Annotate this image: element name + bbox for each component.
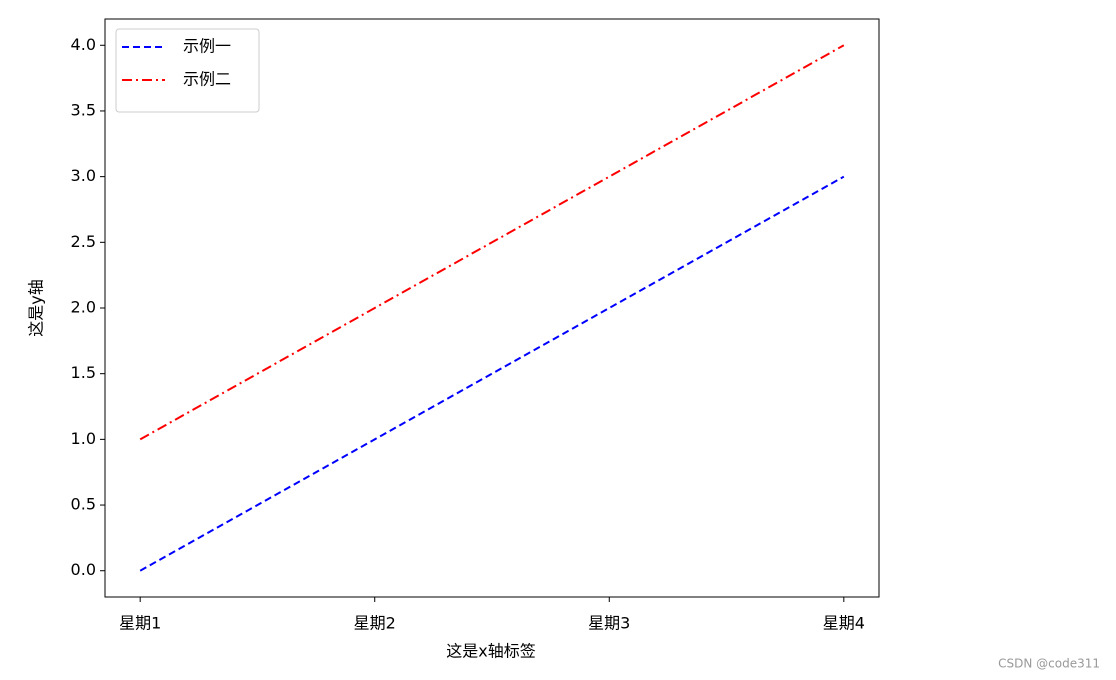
watermark: CSDN @code311 (998, 657, 1100, 671)
y-tick-label: 3.0 (71, 166, 96, 185)
legend-box (115, 28, 260, 113)
y-tick-label: 1.5 (71, 363, 96, 382)
y-tick-label: 3.5 (71, 100, 96, 119)
x-tick-label: 星期3 (588, 614, 630, 633)
y-tick-label: 2.5 (71, 232, 96, 251)
x-tick-label: 星期2 (354, 614, 396, 633)
x-tick-label: 星期1 (119, 614, 161, 633)
y-axis-label: 这是y轴 (27, 279, 46, 336)
legend-label: 示例二 (183, 70, 231, 89)
y-tick-label: 4.0 (71, 35, 96, 54)
x-tick-label: 星期4 (823, 614, 865, 633)
y-tick-label: 1.0 (71, 429, 96, 448)
x-axis-label: 这是x轴标签 (446, 642, 535, 661)
series-line (139, 44, 845, 441)
y-tick-label: 0.5 (71, 495, 96, 514)
series-line (139, 175, 845, 572)
y-tick-label: 2.0 (71, 298, 96, 317)
y-tick-label: 0.0 (71, 560, 96, 579)
legend-label: 示例一 (183, 37, 231, 56)
plot-frame (104, 18, 880, 598)
